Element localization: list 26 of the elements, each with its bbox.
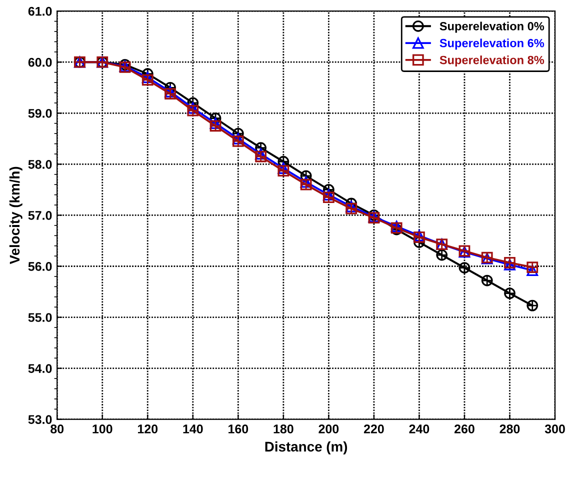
y-tick-label: 53.0 <box>28 415 52 424</box>
x-tick-label: 80 <box>50 424 64 434</box>
y-tick-label: 56.0 <box>28 262 52 271</box>
x-tick-label: 300 <box>544 424 565 434</box>
x-tick-label: 240 <box>409 424 430 434</box>
x-axis-title: Distance (m) <box>265 441 348 454</box>
x-tick-label: 280 <box>500 424 520 434</box>
y-tick-label: 59.0 <box>28 108 52 118</box>
x-tick-label: 160 <box>228 424 248 434</box>
y-tick-label: 54.0 <box>28 364 52 373</box>
y-tick-label: 58.0 <box>28 160 52 169</box>
x-tick-label: 200 <box>318 424 339 434</box>
y-tick-label: 57.0 <box>28 211 52 220</box>
x-tick-label: 260 <box>454 424 474 434</box>
x-tick-label: 180 <box>274 424 294 434</box>
y-tick-label: 55.0 <box>28 313 52 322</box>
x-tick-label: 220 <box>364 424 384 434</box>
legend-label: Superelevation 8% <box>440 56 544 67</box>
legend-label: Superelevation 0% <box>440 22 544 33</box>
legend-label: Superelevation 6% <box>440 38 544 50</box>
x-tick-label: 100 <box>92 424 112 434</box>
y-tick-label: 61.0 <box>28 6 52 16</box>
y-tick-label: 60.0 <box>28 58 52 67</box>
x-tick-label: 140 <box>183 424 203 434</box>
y-axis-title: Velocity (km/h) <box>9 166 22 264</box>
x-tick-label: 120 <box>138 424 158 434</box>
